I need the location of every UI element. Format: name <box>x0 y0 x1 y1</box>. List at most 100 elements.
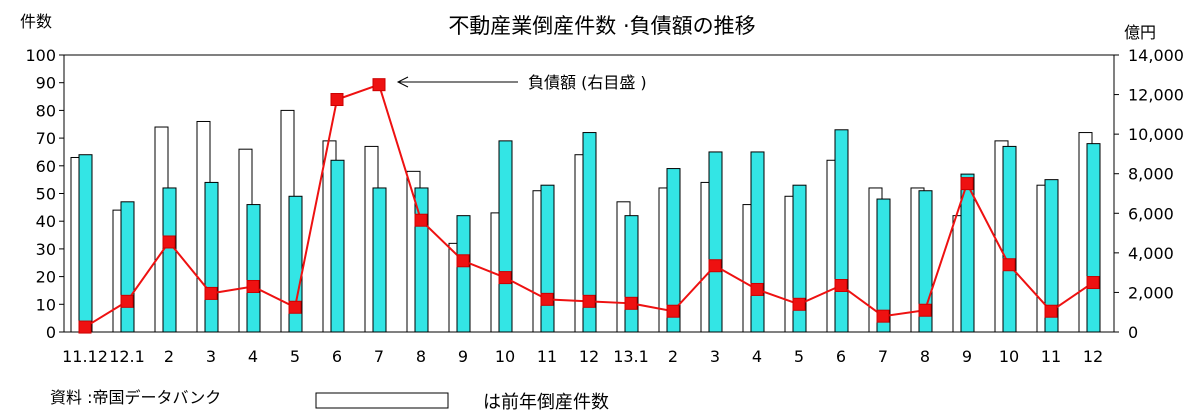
left-tick-label: 80 <box>36 101 56 120</box>
bar-current <box>750 151 765 333</box>
x-tick-label: 10 <box>495 347 515 366</box>
x-tick-label: 11.12 <box>62 347 108 366</box>
debt-marker <box>246 279 260 293</box>
debt-marker <box>750 282 764 296</box>
debt-marker <box>792 297 806 311</box>
legend-label-prev-year: は前年倒産件数 <box>483 392 609 413</box>
x-axis: 11.12 12.1 2 3 4 5 6 7 8 9 10 11 12 13.1 2 3 4 5 6 7 8 9 10 11 1… <box>62 347 1103 366</box>
legend-swatch-prev-year <box>315 392 449 409</box>
line-series <box>78 78 1100 334</box>
left-tick-label: 40 <box>36 212 56 231</box>
left-tick-label: 100 <box>25 46 56 65</box>
left-tick-label: 0 <box>46 323 56 342</box>
debt-marker <box>204 286 218 300</box>
bar-current <box>162 187 177 333</box>
left-tick-label: 20 <box>36 268 56 287</box>
debt-marker <box>414 213 428 227</box>
bar-current <box>78 154 93 333</box>
right-tick-label: 12,000 <box>1128 86 1184 105</box>
x-tick-label: 3 <box>710 347 720 366</box>
x-tick-label: 11 <box>1041 347 1061 366</box>
bar-current <box>456 215 471 333</box>
debt-marker <box>666 304 680 318</box>
debt-marker <box>834 279 848 293</box>
bar-current <box>876 198 891 333</box>
bar-current <box>372 187 387 333</box>
debt-marker <box>1044 304 1058 318</box>
x-tick-label: 6 <box>836 347 846 366</box>
bar-current <box>792 184 807 333</box>
x-tick-label: 9 <box>962 347 972 366</box>
debt-marker <box>582 294 596 308</box>
x-tick-label: 12 <box>1083 347 1103 366</box>
source-note: 資料 :帝国データバンク <box>50 388 221 407</box>
debt-marker <box>288 300 302 314</box>
debt-marker <box>120 294 134 308</box>
right-tick-label: 6,000 <box>1128 204 1174 223</box>
debt-marker <box>540 292 554 306</box>
annotation-text: 負債額 (右目盛 ) <box>528 73 647 92</box>
left-tick-label: 90 <box>36 74 56 93</box>
right-axis-unit: 億円 <box>1124 23 1156 42</box>
bar-current <box>666 168 681 333</box>
debt-marker <box>876 309 890 323</box>
bar-current <box>1002 145 1017 333</box>
x-tick-label: 5 <box>794 347 804 366</box>
debt-marker <box>624 296 638 310</box>
x-tick-label: 4 <box>248 347 258 366</box>
debt-marker <box>1002 258 1016 272</box>
x-tick-label: 13.1 <box>613 347 649 366</box>
x-tick-label: 5 <box>290 347 300 366</box>
left-tick-label: 10 <box>36 295 56 314</box>
right-tick-label: 10,000 <box>1128 125 1184 144</box>
chart-title: 不動産業倒産件数 ·負債額の推移 <box>448 14 755 38</box>
x-tick-label: 7 <box>878 347 888 366</box>
right-tick-label: 4,000 <box>1128 244 1174 263</box>
debt-marker <box>372 78 386 92</box>
right-tick-label: 2,000 <box>1128 283 1174 302</box>
x-tick-label: 4 <box>752 347 762 366</box>
bar-current <box>246 204 261 333</box>
debt-marker <box>330 93 344 107</box>
x-tick-label: 10 <box>999 347 1019 366</box>
x-tick-label: 8 <box>416 347 426 366</box>
bar-current <box>288 195 303 333</box>
bar-current <box>1086 143 1101 333</box>
x-tick-label: 9 <box>458 347 468 366</box>
bar-current <box>624 215 639 333</box>
left-tick-label: 60 <box>36 157 56 176</box>
debt-marker <box>1086 276 1100 290</box>
x-tick-label: 12 <box>579 347 599 366</box>
left-axis-unit: 件数 <box>20 12 52 31</box>
bar-current <box>1044 179 1059 333</box>
bar-current <box>708 151 723 333</box>
bar-current <box>120 201 135 333</box>
bar-current <box>540 184 555 333</box>
bar-current <box>330 159 345 333</box>
x-tick-label: 11 <box>537 347 557 366</box>
right-tick-label: 14,000 <box>1128 46 1184 65</box>
left-tick-label: 70 <box>36 129 56 148</box>
x-tick-label: 2 <box>164 347 174 366</box>
debt-marker <box>708 259 722 273</box>
x-tick-label: 3 <box>206 347 216 366</box>
debt-marker <box>498 271 512 285</box>
bar-current <box>582 132 597 333</box>
bar-series <box>70 109 1101 333</box>
x-tick-label: 2 <box>668 347 678 366</box>
debt-marker <box>960 177 974 191</box>
left-tick-label: 50 <box>36 185 56 204</box>
debt-marker <box>78 320 92 334</box>
annotation: 負債額 (右目盛 ) <box>396 73 647 92</box>
debt-marker <box>918 303 932 317</box>
x-tick-label: 6 <box>332 347 342 366</box>
debt-marker <box>162 235 176 249</box>
annotation-arrowhead <box>396 76 409 88</box>
bar-current <box>834 129 849 333</box>
debt-marker <box>456 254 470 268</box>
bar-current <box>498 140 513 333</box>
x-tick-label: 12.1 <box>109 347 145 366</box>
x-tick-label: 7 <box>374 347 384 366</box>
bar-current <box>204 181 219 333</box>
